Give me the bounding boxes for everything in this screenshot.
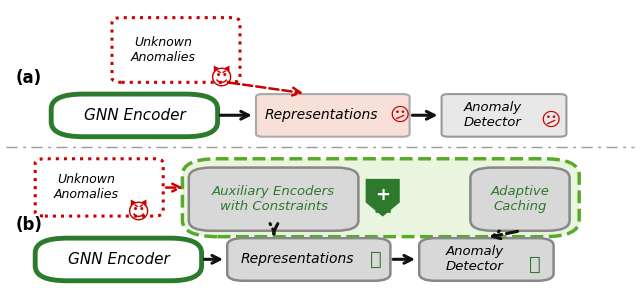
Text: 🙂: 🙂 [529, 255, 540, 274]
FancyBboxPatch shape [182, 159, 579, 237]
Text: Adaptive
Caching: Adaptive Caching [491, 185, 549, 213]
FancyBboxPatch shape [35, 238, 202, 281]
Text: Anomaly
Detector: Anomaly Detector [463, 101, 522, 129]
Text: 😕: 😕 [389, 106, 410, 125]
Text: Auxiliary Encoders
with Constraints: Auxiliary Encoders with Constraints [212, 185, 335, 213]
FancyBboxPatch shape [256, 94, 410, 137]
FancyBboxPatch shape [470, 168, 570, 231]
Text: Anomaly
Detector: Anomaly Detector [446, 245, 504, 273]
Text: (b): (b) [16, 216, 43, 234]
Text: 😈: 😈 [126, 202, 149, 223]
FancyBboxPatch shape [51, 94, 218, 137]
Text: GNN Encoder: GNN Encoder [84, 108, 185, 123]
Text: 🙂: 🙂 [371, 250, 382, 269]
Text: (a): (a) [16, 69, 42, 87]
Text: Representations: Representations [241, 253, 354, 266]
FancyBboxPatch shape [35, 159, 163, 216]
Text: +: + [375, 186, 390, 204]
FancyBboxPatch shape [112, 18, 240, 82]
Text: Unknown
Anomalies: Unknown Anomalies [54, 173, 119, 201]
Text: Unknown
Anomalies: Unknown Anomalies [131, 36, 196, 64]
Polygon shape [367, 180, 399, 215]
Text: ⛨: ⛨ [374, 185, 392, 213]
Text: 😈: 😈 [209, 67, 232, 88]
Text: Representations: Representations [264, 108, 378, 122]
FancyBboxPatch shape [442, 94, 566, 137]
FancyBboxPatch shape [189, 168, 358, 231]
Text: GNN Encoder: GNN Encoder [68, 252, 169, 267]
FancyBboxPatch shape [227, 238, 390, 281]
Text: 😕: 😕 [540, 111, 561, 130]
FancyBboxPatch shape [419, 238, 554, 281]
